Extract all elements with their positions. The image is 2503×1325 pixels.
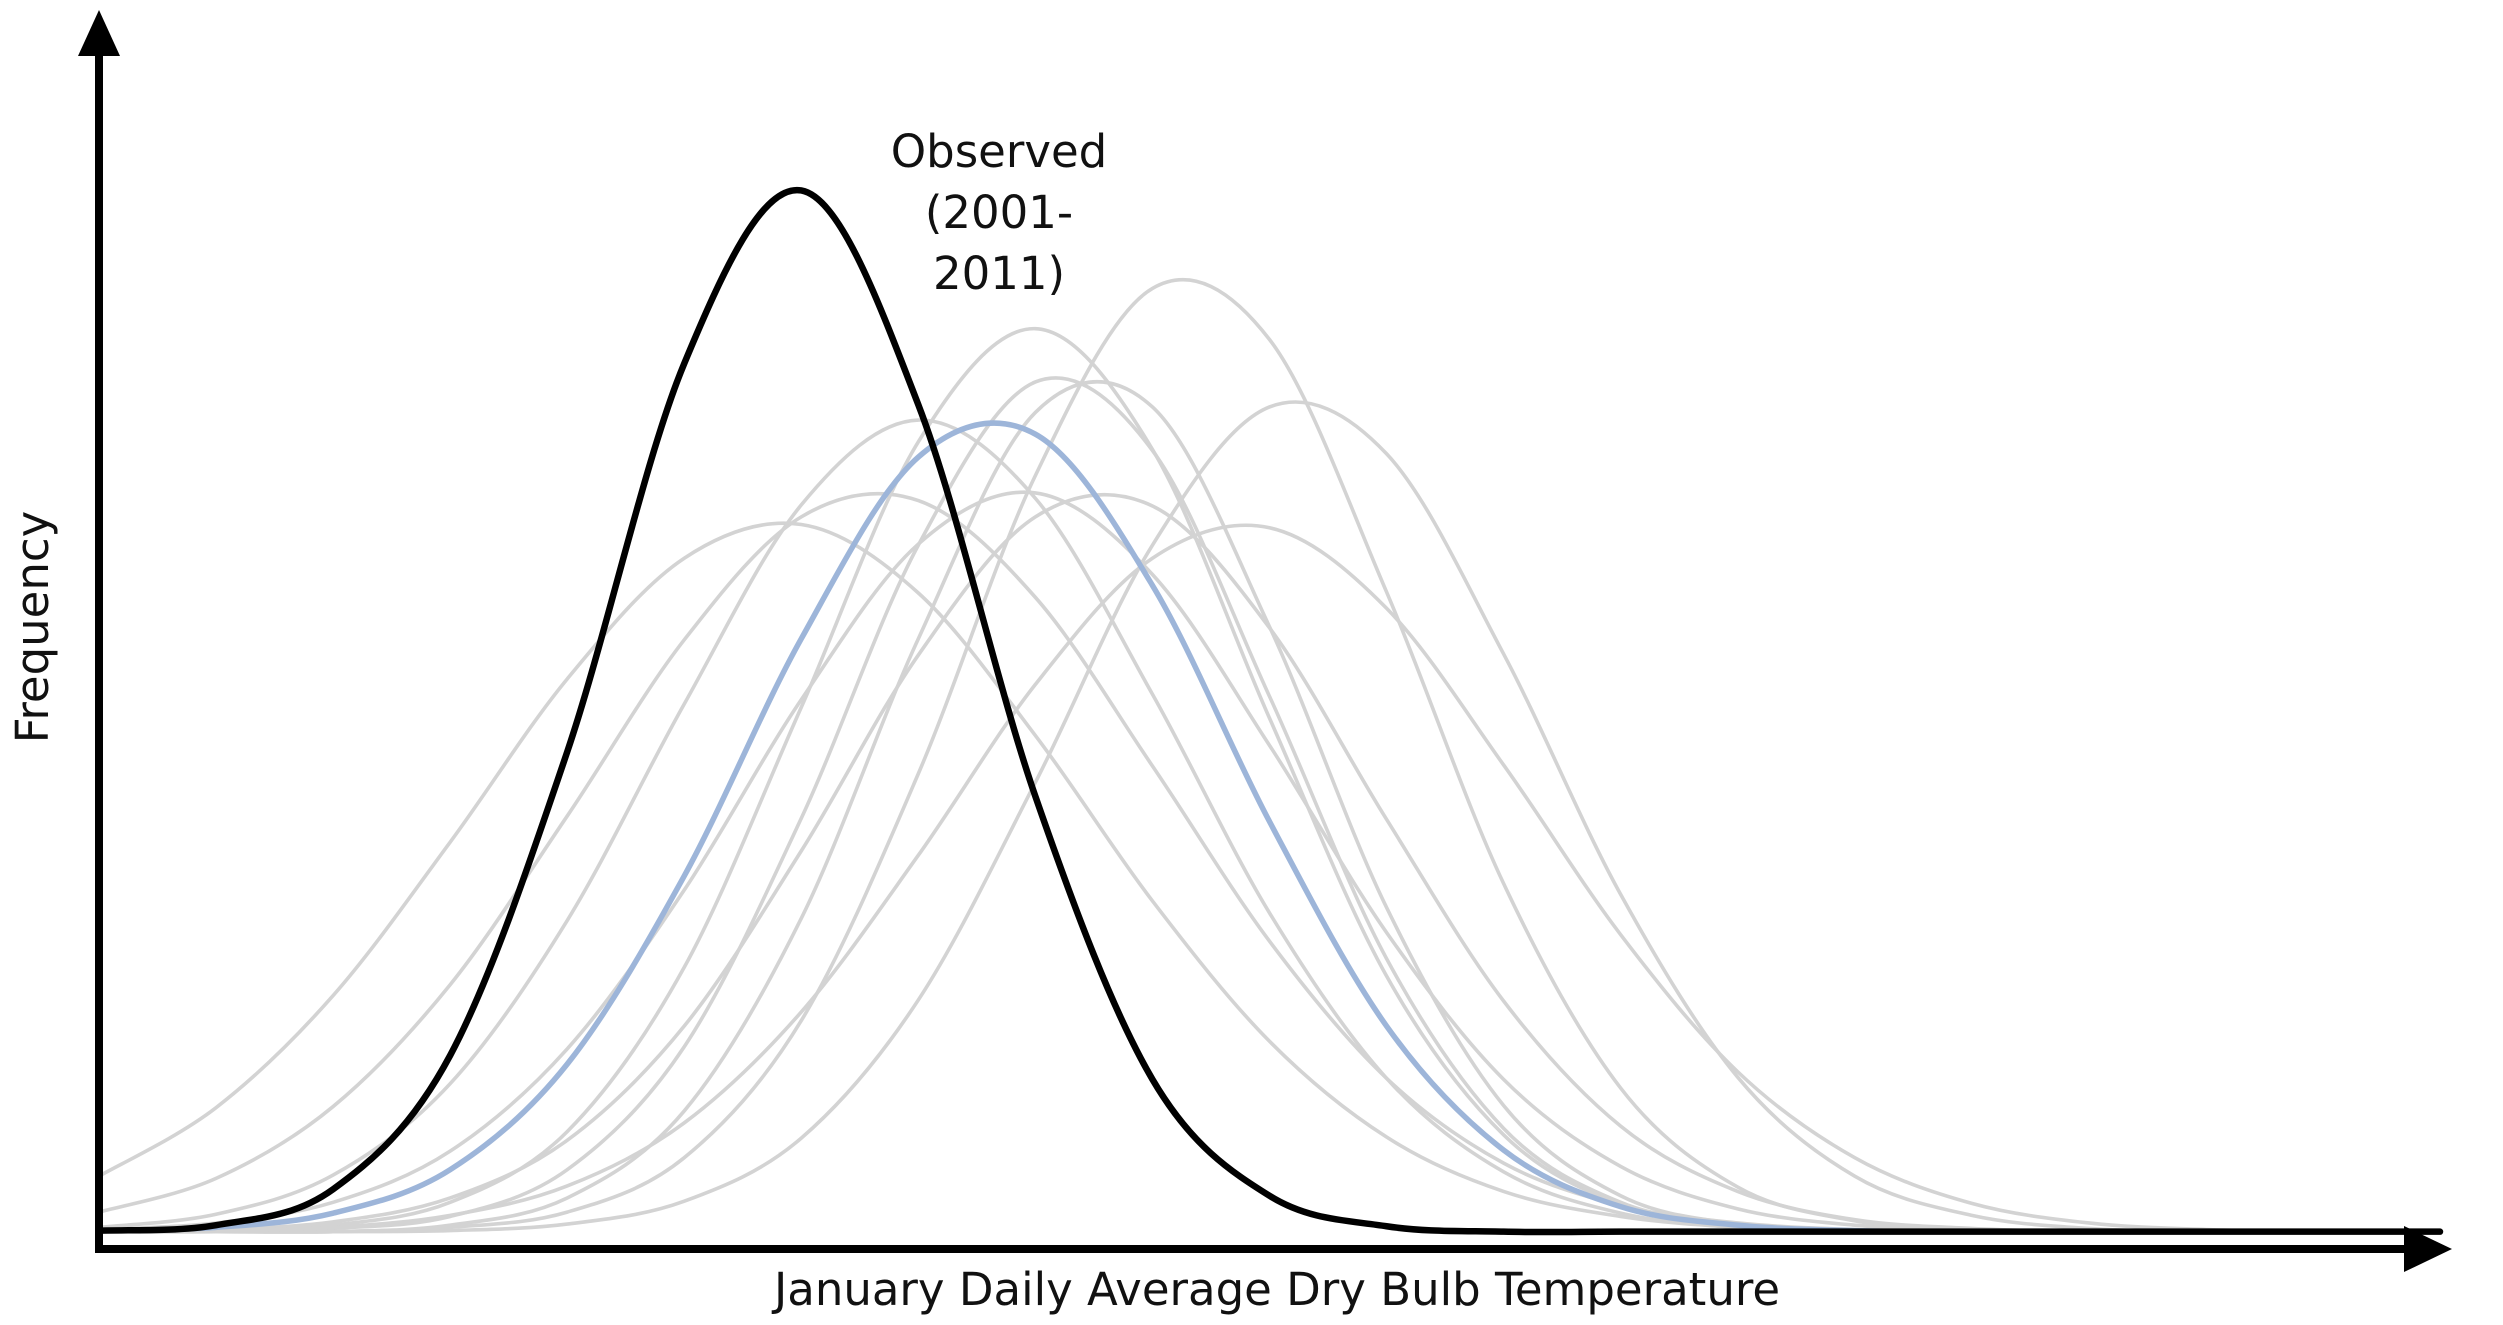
curve — [97, 376, 2442, 1234]
curve — [97, 277, 2442, 1234]
annotation: 2011) — [933, 247, 1065, 300]
x-axis-arrow — [2404, 1226, 2452, 1272]
curve — [97, 490, 2442, 1234]
curve — [97, 492, 2442, 1234]
curve — [97, 326, 2442, 1234]
curve — [97, 491, 2442, 1234]
x-axis-label: January Daily Average Dry Bulb Temperatu… — [771, 1263, 1780, 1316]
y-axis-label: Frequency — [6, 511, 59, 743]
curves — [95, 186, 2444, 1236]
curve — [96, 420, 2443, 1235]
annotation: Observed — [891, 125, 1108, 178]
y-axis-arrow — [78, 10, 120, 56]
curve — [95, 186, 2444, 1236]
annotation: (2001- — [925, 186, 1073, 239]
curve — [97, 379, 2442, 1234]
curve — [97, 400, 2442, 1234]
curve — [97, 523, 2442, 1234]
